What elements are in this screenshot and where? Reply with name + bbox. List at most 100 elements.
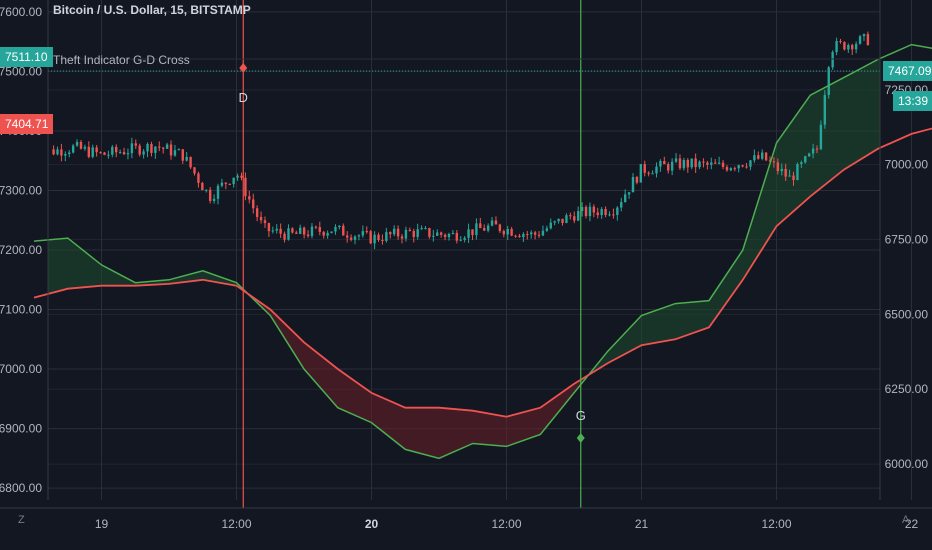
candle-body	[490, 220, 494, 226]
candle-body	[831, 52, 834, 68]
candle-body	[768, 160, 772, 162]
left-axis-tick-label: 7500.00	[0, 64, 42, 78]
bearish-fill	[243, 289, 581, 459]
last-price-line	[48, 58, 880, 72]
candle-body	[526, 234, 529, 236]
candle-body	[647, 172, 650, 174]
candle-body	[623, 194, 627, 203]
candle-body	[201, 182, 204, 191]
candle-body	[737, 165, 740, 169]
candle-body	[346, 235, 349, 238]
candle-body	[467, 229, 470, 238]
candle-body	[455, 232, 459, 241]
candle-body	[553, 221, 556, 223]
left-red-price-tag: 7404.71	[0, 114, 54, 134]
candle-body	[486, 225, 490, 231]
slow-ma-line	[33, 127, 932, 418]
candle-body	[854, 43, 858, 50]
candle-body	[259, 216, 263, 221]
candle-body	[87, 146, 91, 157]
candle-body	[757, 155, 760, 159]
candle-body	[236, 175, 239, 178]
candle-body	[263, 220, 267, 224]
candle-body	[530, 232, 533, 235]
candle-body	[847, 45, 850, 50]
candle-body	[83, 146, 87, 149]
candle-body	[385, 232, 388, 241]
candle-body	[302, 227, 306, 235]
candle-body	[130, 143, 134, 154]
candle-body	[792, 175, 795, 180]
auto-scale-button[interactable]: A	[902, 514, 910, 526]
candle-body	[776, 162, 780, 172]
candle-body	[142, 151, 145, 155]
candle-body	[643, 164, 646, 173]
candle-body	[75, 141, 79, 146]
zoom-toggle-button[interactable]: Z	[18, 514, 25, 526]
candle-body	[165, 144, 169, 149]
indicator-name: Theft Indicator G-D Cross	[53, 53, 190, 67]
candle-body	[115, 146, 118, 153]
candle-body	[549, 222, 552, 229]
candle-body	[451, 232, 455, 234]
candlesticks	[52, 31, 870, 250]
candle-body	[158, 146, 161, 148]
candle-body	[193, 167, 196, 174]
candle-body	[592, 206, 596, 213]
candle-body	[322, 231, 325, 236]
candle-body	[224, 182, 228, 184]
candle-body	[862, 34, 866, 37]
candle-body	[510, 229, 513, 236]
candle-body	[118, 152, 122, 154]
candle-body	[616, 207, 619, 215]
right-axis-tick-label: 6250.00	[885, 382, 929, 396]
candle-body	[306, 234, 310, 237]
candle-body	[181, 149, 184, 161]
candle-body	[537, 234, 541, 236]
candle-body	[839, 41, 842, 43]
candle-body	[659, 160, 662, 167]
candle-body	[205, 189, 208, 191]
candle-body	[122, 152, 126, 155]
candle-body	[819, 124, 823, 150]
candle-body	[138, 145, 141, 155]
candle-body	[232, 177, 235, 185]
candle-body	[827, 67, 830, 95]
candle-body	[146, 143, 149, 152]
candle-body	[655, 166, 658, 174]
candle-body	[287, 228, 290, 240]
candle-body	[772, 161, 776, 163]
candle-body	[408, 229, 412, 232]
cross-diamond-icon	[239, 63, 248, 73]
candle-body	[569, 215, 572, 217]
candle-body	[694, 158, 697, 168]
candle-body	[79, 141, 83, 149]
left-axis-tick-label: 7300.00	[0, 183, 42, 197]
candle-body	[721, 162, 725, 167]
candle-body	[580, 206, 584, 212]
candle-body	[310, 226, 314, 237]
candle-body	[314, 226, 318, 228]
candle-body	[627, 192, 631, 195]
candle-body	[357, 235, 361, 237]
candle-body	[620, 202, 623, 208]
candle-body	[690, 158, 693, 168]
candle-body	[584, 206, 588, 217]
candle-body	[111, 146, 114, 155]
candle-body	[428, 228, 431, 237]
candle-body	[612, 214, 615, 216]
candle-body	[291, 228, 294, 233]
candle-body	[64, 154, 67, 156]
x-axis-tick-label: 12:00	[491, 517, 521, 531]
candle-body	[107, 154, 110, 156]
candle-body	[494, 220, 498, 225]
candle-body	[71, 145, 75, 153]
last-price-tag: 7467.09	[883, 61, 932, 81]
candle-body	[764, 152, 768, 161]
candle-body	[749, 160, 752, 167]
candle-body	[447, 233, 451, 238]
bullish-fill	[580, 58, 880, 385]
candle-body	[561, 218, 564, 224]
